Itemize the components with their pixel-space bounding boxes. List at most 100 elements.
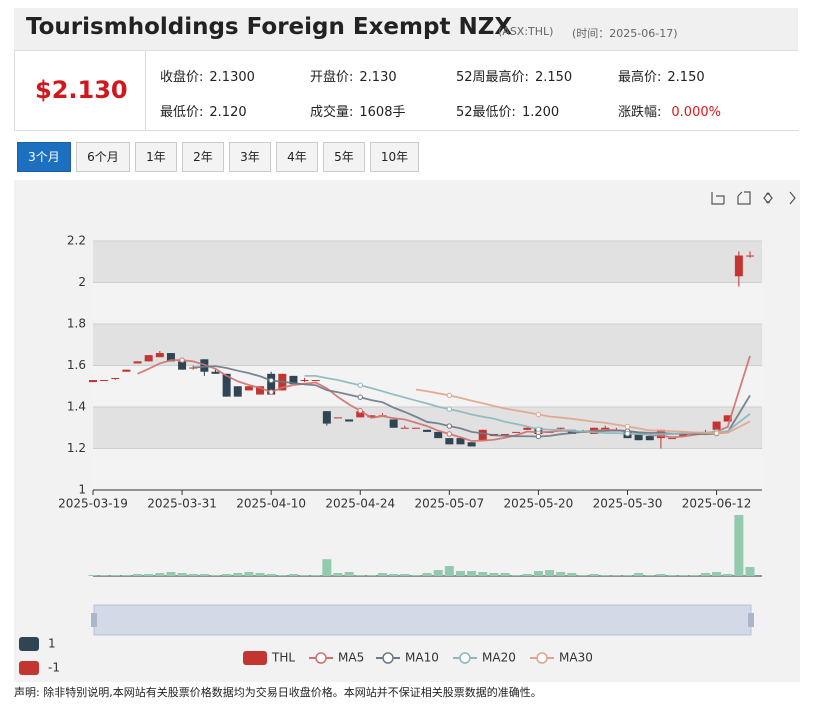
range-tab[interactable]: 2年 xyxy=(182,142,224,172)
zoom-slider[interactable] xyxy=(93,604,752,636)
restore-icon[interactable] xyxy=(763,192,773,204)
ticker: (ASX:THL) xyxy=(498,25,554,38)
volume-bar xyxy=(389,573,399,576)
volume-bar xyxy=(478,571,488,576)
candle-body xyxy=(345,419,354,422)
stat-label: 涨跌幅: xyxy=(618,105,662,120)
volume-bar xyxy=(99,574,109,576)
volume-bar xyxy=(177,572,187,576)
candle-body xyxy=(501,433,510,435)
visual-map-swatch xyxy=(19,661,39,675)
ma-point xyxy=(357,394,363,400)
candle-body xyxy=(100,380,109,382)
candle-body xyxy=(478,429,487,441)
range-tab[interactable]: 3年 xyxy=(229,142,271,172)
title: Tourismholdings Foreign Exempt NZX xyxy=(26,14,513,40)
save-icon[interactable] xyxy=(789,191,796,205)
candle-body xyxy=(467,442,476,447)
legend-label[interactable]: MA5 xyxy=(338,651,364,665)
volume-bar xyxy=(400,573,410,576)
volume-bar xyxy=(121,574,131,576)
ma-point xyxy=(624,430,631,437)
toolbox xyxy=(711,191,796,205)
stat-label: 成交量: xyxy=(310,105,354,120)
candle-body xyxy=(289,375,298,385)
ma-point xyxy=(535,411,542,418)
back-icon[interactable] xyxy=(737,191,751,205)
grid-band xyxy=(93,448,762,490)
volume-bar xyxy=(689,574,699,576)
volume-bar xyxy=(300,574,310,576)
candle-body xyxy=(244,386,253,391)
volume-bar xyxy=(244,571,254,576)
ma-point xyxy=(535,433,542,440)
zoom-handle[interactable] xyxy=(748,613,754,627)
price-box: $2.130 xyxy=(14,50,146,131)
candle-body xyxy=(333,417,342,419)
stat-label: 最低价: xyxy=(160,105,204,120)
range-tab[interactable]: 1年 xyxy=(135,142,177,172)
y-tick-label: 1.4 xyxy=(67,400,86,414)
zoom-handle[interactable] xyxy=(91,613,97,627)
range-tab[interactable]: 5年 xyxy=(323,142,365,172)
ma-line xyxy=(415,388,751,435)
volume-bar xyxy=(611,574,621,576)
y-tick-label: 1.8 xyxy=(67,317,86,331)
range-tab[interactable]: 4年 xyxy=(276,142,318,172)
stat-value: 1608手 xyxy=(359,105,406,120)
stat: 开盘价: 2.130 xyxy=(310,66,397,85)
volume-bar xyxy=(411,574,421,576)
volume-bar xyxy=(467,571,477,576)
range-tab[interactable]: 6个月 xyxy=(76,142,130,172)
candle-body xyxy=(734,255,743,277)
legend-swatch xyxy=(315,652,327,664)
stat-label: 开盘价: xyxy=(310,70,354,85)
candle-body xyxy=(456,438,465,445)
legend-label[interactable]: MA30 xyxy=(559,651,593,665)
candle-body xyxy=(178,361,187,370)
chart: 1 1.2 1.4 1.6 1.8 2 2.2 2025-03-19 2025-03-31 202… xyxy=(14,180,800,682)
volume-bar xyxy=(556,571,566,576)
grid-band xyxy=(93,365,762,407)
grid-band xyxy=(93,282,762,324)
candle-body xyxy=(155,353,164,358)
volume-bar xyxy=(222,573,232,576)
candle-body xyxy=(712,421,721,430)
candle-body xyxy=(445,438,454,445)
volume-bar xyxy=(355,574,365,576)
candle-body xyxy=(267,373,276,395)
volume-bar xyxy=(266,573,276,576)
legend-label[interactable]: MA10 xyxy=(405,651,439,665)
volume-bar xyxy=(366,574,376,576)
volume-bar xyxy=(667,574,677,576)
range-tab[interactable]: 10年 xyxy=(370,142,419,172)
stat-label: 收盘价: xyxy=(160,70,204,85)
volume-bar xyxy=(656,573,666,576)
ma-point xyxy=(535,426,542,432)
grid-band xyxy=(93,407,762,449)
legend-label[interactable]: THL xyxy=(271,651,295,665)
ma-point xyxy=(357,408,363,414)
range-tab[interactable]: 3个月 xyxy=(17,142,71,172)
volume-bar xyxy=(255,572,265,576)
volume-bar xyxy=(199,573,209,576)
stat-value: 2.150 xyxy=(534,70,573,85)
price: $2.130 xyxy=(35,76,128,104)
zoom-icon[interactable] xyxy=(711,192,725,205)
y-tick-label: 2.2 xyxy=(67,234,86,248)
volume-bar xyxy=(422,572,432,576)
time: (时间：2025-06-17) xyxy=(572,27,678,40)
stat-value: 2.130 xyxy=(359,70,397,85)
legend-label[interactable]: MA20 xyxy=(482,651,516,665)
volume-bar xyxy=(188,573,198,576)
candle-body xyxy=(111,377,120,379)
legend-swatch xyxy=(243,651,267,665)
legend-swatch xyxy=(459,652,471,664)
ma-point xyxy=(357,382,363,388)
candle-body xyxy=(144,355,153,362)
candle-body xyxy=(434,431,443,439)
legend-swatch xyxy=(382,652,394,664)
candle-body xyxy=(211,371,220,374)
volume-bar xyxy=(522,573,532,576)
candle-body xyxy=(645,436,654,441)
